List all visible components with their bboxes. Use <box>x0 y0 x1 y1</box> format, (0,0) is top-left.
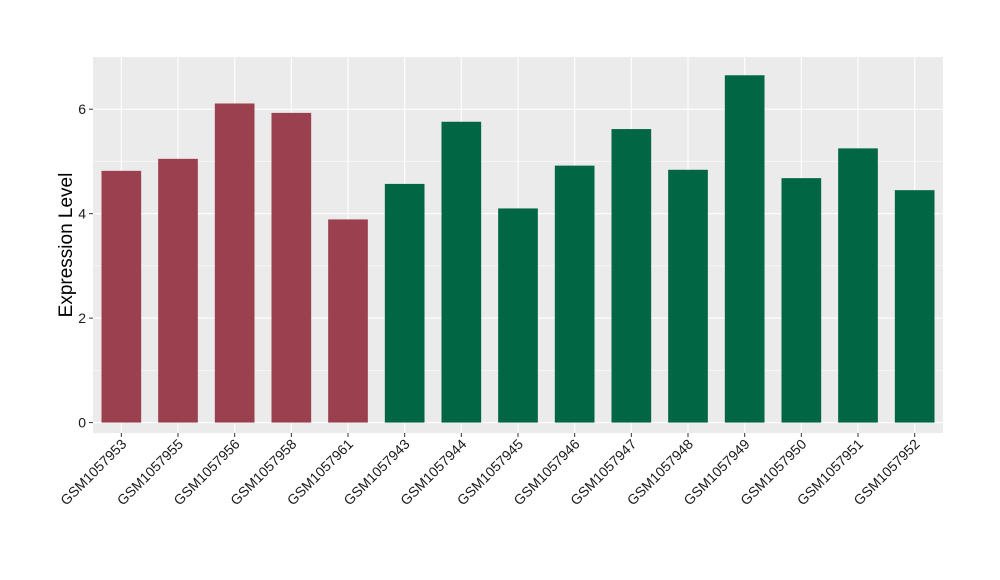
bar-GSM1057949 <box>724 75 765 423</box>
bar-GSM1057958 <box>271 112 312 423</box>
bars <box>101 75 935 423</box>
bar-GSM1057953 <box>101 170 142 423</box>
x-axis: GSM1057953GSM1057955GSM1057956GSM1057958… <box>57 433 923 508</box>
y-tick-label: 2 <box>78 310 86 326</box>
bar-GSM1057945 <box>498 208 538 423</box>
bar-GSM1057948 <box>668 169 708 423</box>
bar-GSM1057955 <box>158 158 198 423</box>
bar-GSM1057950 <box>781 178 822 423</box>
y-tick-label: 4 <box>78 206 86 222</box>
bar-GSM1057952 <box>894 190 935 423</box>
bar-GSM1057944 <box>441 121 482 423</box>
bar-GSM1057946 <box>554 165 595 423</box>
y-tick-label: 6 <box>78 101 86 117</box>
y-axis: 0 2 4 6 <box>78 101 93 431</box>
y-axis-title: Expression Level <box>56 173 77 318</box>
bar-GSM1057961 <box>328 219 368 423</box>
bar-GSM1057956 <box>214 103 255 423</box>
bar-GSM1057943 <box>384 183 425 423</box>
bar-GSM1057951 <box>838 148 878 423</box>
bar-GSM1057947 <box>611 129 652 423</box>
y-tick-label: 0 <box>78 415 86 431</box>
